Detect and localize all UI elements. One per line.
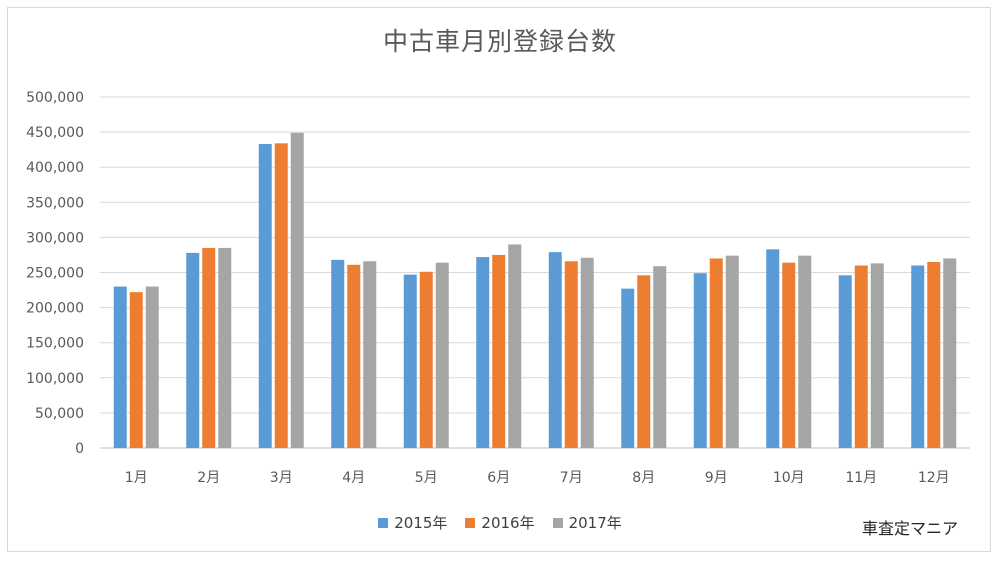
bar-2016年	[637, 275, 651, 448]
bar-2015年	[113, 286, 127, 448]
bar-2016年	[129, 292, 143, 448]
bar-2015年	[403, 274, 417, 448]
x-tick-label: 1月	[125, 470, 148, 486]
y-tick-label: 50,000	[35, 406, 84, 422]
x-tick-label: 6月	[487, 470, 510, 486]
x-tick-label: 12月	[918, 470, 950, 486]
bar-2016年	[274, 143, 288, 448]
bar-2016年	[854, 265, 868, 448]
legend-swatch	[378, 517, 389, 528]
bar-2017年	[653, 266, 667, 448]
bar-2017年	[363, 261, 377, 448]
legend-label: 2015年	[394, 514, 448, 532]
x-tick-label: 3月	[270, 470, 293, 486]
bar-2017年	[943, 258, 957, 448]
x-tick-label: 2月	[197, 470, 220, 486]
x-tick-label: 7月	[560, 470, 583, 486]
bar-2016年	[709, 258, 723, 448]
legend-label: 2017年	[568, 514, 622, 532]
bar-2015年	[911, 265, 925, 448]
bar-2017年	[870, 263, 884, 448]
chart-title: 中古車月別登録台数	[382, 27, 617, 56]
x-tick-label: 8月	[632, 470, 655, 486]
x-tick-label: 5月	[415, 470, 438, 486]
bar-2017年	[435, 262, 449, 448]
legend-item: 2015年	[378, 512, 447, 533]
legend-item: 2017年	[552, 512, 622, 533]
bar-2015年	[186, 252, 200, 448]
bar-2016年	[419, 271, 433, 448]
bar-2015年	[766, 249, 780, 448]
bar-2016年	[202, 247, 216, 448]
bar-2017年	[798, 255, 812, 448]
bar-2015年	[838, 275, 852, 448]
bar-2015年	[258, 144, 272, 448]
y-tick-label: 200,000	[26, 301, 84, 317]
bar-2017年	[508, 244, 522, 448]
legend-label: 2016年	[481, 514, 535, 532]
y-tick-label: 150,000	[26, 336, 84, 352]
x-tick-label: 10月	[773, 470, 805, 486]
x-tick-label: 9月	[705, 470, 728, 486]
bar-2015年	[621, 288, 635, 448]
x-tick-label: 4月	[342, 470, 365, 486]
bar-2015年	[331, 259, 345, 448]
bar-2017年	[145, 286, 159, 448]
bar-2016年	[927, 261, 941, 448]
y-tick-label: 350,000	[26, 195, 84, 211]
y-tick-label: 450,000	[26, 125, 84, 141]
bar-2016年	[782, 262, 796, 448]
legend: 2015年 2016年 2017年	[0, 512, 1000, 533]
bar-2016年	[492, 254, 506, 448]
bar-2017年	[580, 257, 594, 448]
bar-2016年	[347, 264, 361, 448]
legend-item: 2016年	[465, 512, 535, 533]
watermark-text: 車査定マニア	[861, 519, 958, 538]
legend-swatch	[552, 517, 563, 528]
bar-2017年	[725, 255, 739, 448]
y-tick-label: 250,000	[26, 266, 84, 282]
y-tick-label: 500,000	[26, 90, 84, 106]
bar-2017年	[290, 132, 304, 448]
legend-swatch	[465, 517, 476, 528]
y-tick-label: 100,000	[26, 371, 84, 387]
bar-2015年	[693, 273, 707, 448]
x-tick-label: 11月	[845, 470, 877, 486]
y-tick-label: 300,000	[26, 230, 84, 246]
y-tick-label: 400,000	[26, 160, 84, 176]
bar-2017年	[218, 247, 232, 448]
bar-2015年	[476, 257, 490, 448]
bar-2016年	[564, 261, 578, 448]
bar-2015年	[548, 252, 562, 448]
y-tick-label: 0	[75, 441, 84, 457]
